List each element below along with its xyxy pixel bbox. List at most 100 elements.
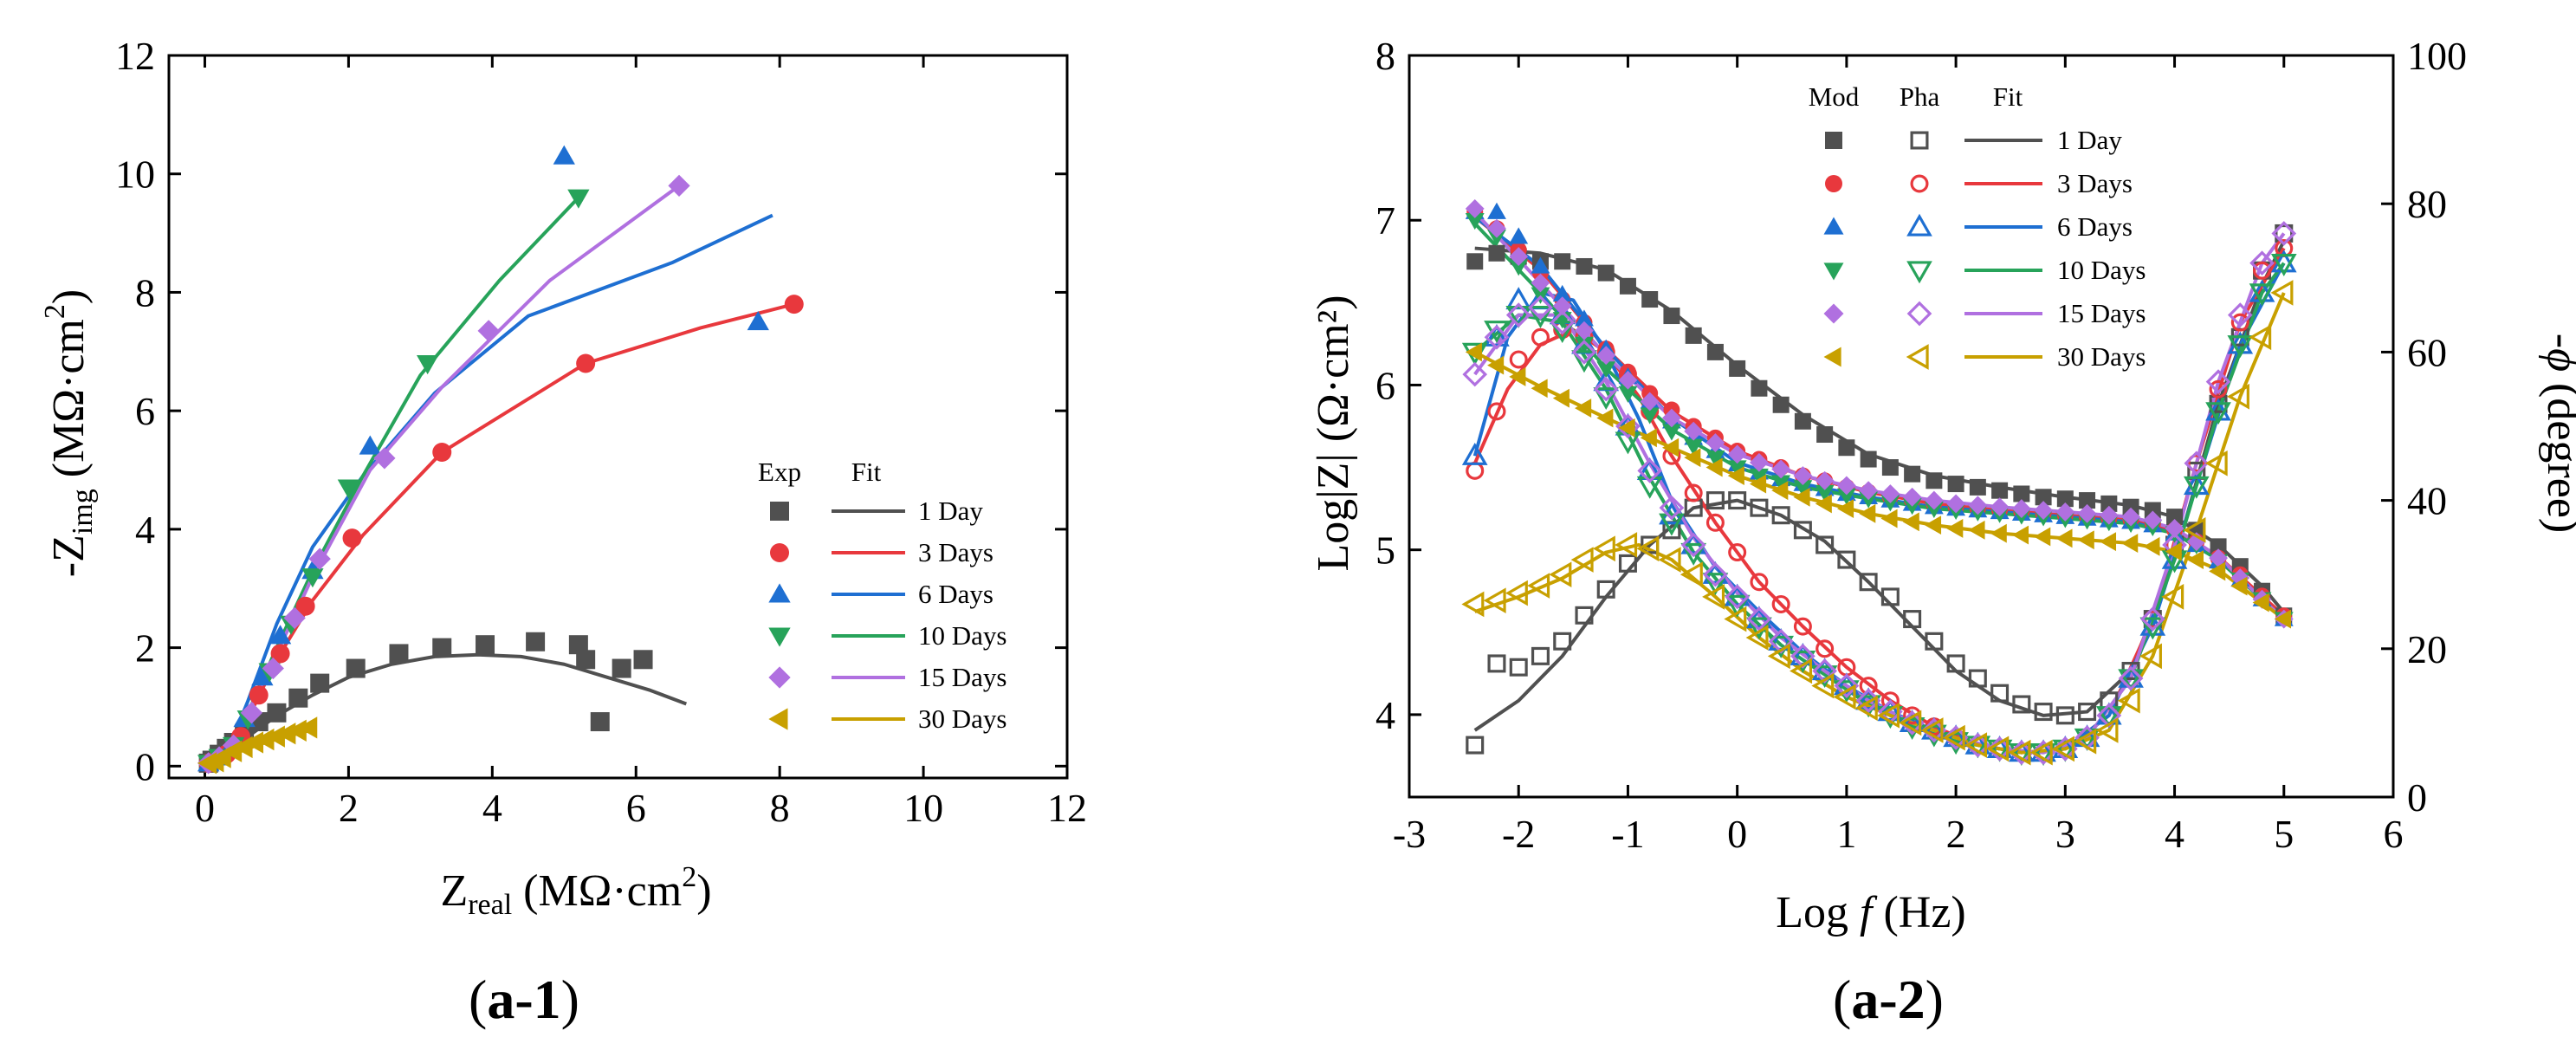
phase-point <box>2183 476 2210 499</box>
modulus-point <box>2186 550 2204 570</box>
phase-point <box>2052 736 2074 762</box>
modulus-point <box>1596 408 1614 428</box>
modulus-point <box>2011 499 2031 519</box>
phase-point <box>1837 550 1856 569</box>
phase-point <box>1920 717 1944 743</box>
modulus-point <box>1488 244 1505 262</box>
y-axis-label-a1: -Zimg (MΩ·cm2) <box>39 289 99 577</box>
phase-point <box>2055 706 2074 725</box>
phase-point <box>1487 402 1506 421</box>
data-point <box>668 174 690 198</box>
phase-point <box>2030 742 2056 766</box>
phase-point <box>1528 295 1553 321</box>
y2-tick-label: 60 <box>2407 330 2447 374</box>
modulus-point <box>1902 487 1922 507</box>
modulus-point <box>1684 421 1704 441</box>
phase-point <box>2249 324 2272 351</box>
modulus-point <box>2055 528 2073 548</box>
data-point <box>283 606 306 630</box>
phase-point <box>1990 684 2010 703</box>
phase-point <box>2187 454 2206 473</box>
data-point <box>262 657 284 680</box>
x-tick-label: 0 <box>1727 812 1747 856</box>
y-tick-label: 0 <box>135 744 155 788</box>
phase-point <box>1505 580 1528 606</box>
modulus-point <box>1727 460 1747 477</box>
modulus-point <box>2079 492 2096 509</box>
modulus-point <box>2077 503 2097 523</box>
phase-point <box>2253 261 2272 280</box>
modulus-point <box>1618 418 1635 438</box>
modulus-point <box>2121 507 2140 527</box>
modulus-point <box>1531 379 1548 399</box>
modulus-point <box>1509 367 1526 386</box>
phase-point <box>1531 327 1550 347</box>
data-point <box>255 728 275 751</box>
modulus-point <box>1575 309 1594 327</box>
phase-point <box>2184 450 2210 476</box>
legend-marker-pha <box>1906 344 1929 370</box>
modulus-point <box>1531 256 1550 274</box>
modulus-point <box>2055 502 2075 522</box>
x-tick-label: 6 <box>2384 812 2404 856</box>
y2-tick-label: 100 <box>2407 34 2467 78</box>
x-tick-label: -1 <box>1611 812 1644 856</box>
phase-point <box>1705 513 1725 532</box>
phase-point <box>1571 340 1597 365</box>
data-point <box>265 725 285 748</box>
modulus-point <box>1552 388 1570 408</box>
phase-point <box>1466 461 1485 480</box>
modulus-point <box>1793 466 1813 485</box>
modulus-point <box>2144 502 2161 519</box>
chart-a1: 0 2 4 6 8 10 12 0 2 4 6 8 10 12 Exp Fit 1 Day 3 Days 6 Day… <box>115 34 1087 830</box>
modulus-point <box>1662 408 1681 428</box>
phase-point <box>1527 305 1554 328</box>
phase-point <box>1793 521 1812 540</box>
data-point <box>567 189 590 209</box>
data-point <box>267 703 287 723</box>
modulus-point <box>1749 474 1767 494</box>
modulus-point <box>1991 482 2009 499</box>
data-point <box>747 310 769 331</box>
legend-marker-pha <box>1906 261 1932 284</box>
modulus-point <box>2034 501 2054 520</box>
phase-point <box>1636 476 1663 499</box>
phase-point <box>1636 535 1660 562</box>
phase-point <box>2008 739 2031 766</box>
data-point <box>342 528 362 548</box>
modulus-point <box>2143 510 2163 530</box>
data-point <box>417 354 439 375</box>
phase-point <box>1746 606 1772 632</box>
phase-point <box>2096 703 2122 729</box>
x-axis-label-a2: Log f (Hz) <box>1776 888 1965 937</box>
modulus-point <box>1771 475 1791 492</box>
modulus-point <box>1838 439 1855 457</box>
modulus-point <box>1465 198 1485 218</box>
phase-point <box>2230 313 2249 332</box>
modulus-point <box>1531 273 1550 293</box>
modulus-point <box>1749 452 1769 472</box>
phase-point <box>1877 698 1904 722</box>
modulus-point <box>1706 343 1724 360</box>
phase-point <box>2204 450 2228 476</box>
phase-point <box>1725 584 1751 610</box>
legend-header-exp: Exp <box>758 457 801 487</box>
x-tick-label: 4 <box>482 786 502 830</box>
legend-marker-mod <box>1823 303 1844 324</box>
phase-point <box>1575 606 1594 625</box>
phase-point <box>1680 532 1706 558</box>
phase-point <box>1593 376 1619 402</box>
phase-point <box>2095 717 2119 743</box>
phase-point <box>1466 736 1485 755</box>
phase-point <box>1790 658 1813 684</box>
modulus-point <box>1662 424 1681 441</box>
data-point <box>476 635 495 655</box>
phase-point <box>2009 742 2035 766</box>
phase-point <box>1921 716 1947 740</box>
modulus-point <box>1860 450 1877 468</box>
phase-point <box>1553 632 1572 651</box>
phase-point <box>1487 654 1506 673</box>
modulus-point <box>2166 509 2184 526</box>
phase-point <box>1771 594 1790 613</box>
